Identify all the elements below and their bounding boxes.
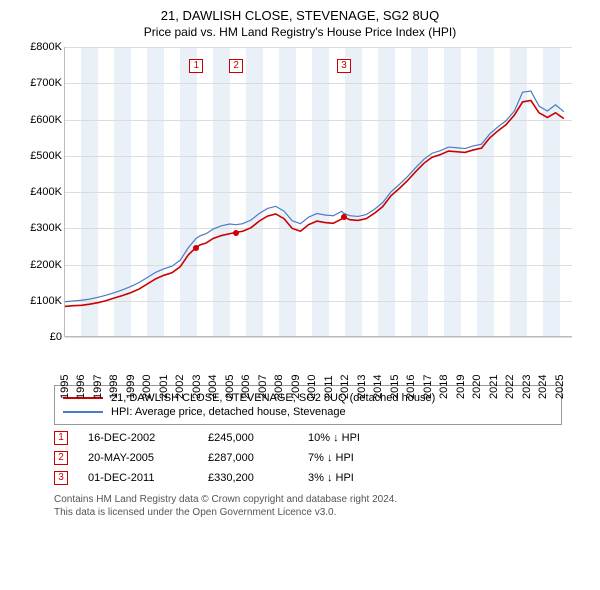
transaction-date: 01-DEC-2011 (88, 472, 188, 484)
page-subtitle: Price paid vs. HM Land Registry's House … (10, 25, 590, 39)
line-series-svg (65, 47, 572, 336)
ytick-label: £800K (20, 41, 62, 53)
transactions-table: 1 16-DEC-2002 £245,000 10% ↓ HPI 2 20-MAY-200… (54, 431, 562, 485)
xtick-label: 2004 (207, 375, 219, 399)
xtick-label: 2003 (191, 375, 203, 399)
ytick-label: £600K (20, 114, 62, 126)
marker-box: 3 (337, 59, 351, 73)
xtick-label: 2013 (356, 375, 368, 399)
xtick-label: 2009 (290, 375, 302, 399)
chart-area: 1 2 3 £0 £100K £200K £300K £400K £500K £600K £700… (20, 47, 580, 377)
legend-label: HPI: Average price, detached house, Stev… (111, 406, 346, 418)
ytick-label: £500K (20, 150, 62, 162)
xtick-label: 1998 (108, 375, 120, 399)
transaction-date: 20-MAY-2005 (88, 452, 188, 464)
xtick-label: 2025 (554, 375, 566, 399)
xtick-label: 2010 (306, 375, 318, 399)
page-title: 21, DAWLISH CLOSE, STEVENAGE, SG2 8UQ (10, 8, 590, 23)
ytick-label: £400K (20, 186, 62, 198)
transaction-diff: 3% ↓ HPI (308, 472, 408, 484)
plot-region: 1 2 3 (64, 47, 572, 337)
xtick-label: 2011 (323, 375, 335, 399)
xtick-label: 2007 (257, 375, 269, 399)
xtick-label: 2008 (273, 375, 285, 399)
xtick-label: 1997 (92, 375, 104, 399)
marker-box: 1 (189, 59, 203, 73)
footer-note: Contains HM Land Registry data © Crown c… (54, 493, 562, 519)
xtick-label: 2024 (537, 375, 549, 399)
marker-dot (193, 245, 199, 251)
marker-dot (233, 230, 239, 236)
xtick-label: 2017 (422, 375, 434, 399)
transaction-marker: 3 (54, 471, 68, 485)
transaction-price: £245,000 (208, 432, 288, 444)
xtick-label: 1999 (125, 375, 137, 399)
xtick-label: 2019 (455, 375, 467, 399)
xtick-label: 2001 (158, 375, 170, 399)
xtick-label: 2022 (504, 375, 516, 399)
footer-line2: This data is licensed under the Open Gov… (54, 506, 562, 519)
ytick-label: £100K (20, 295, 62, 307)
xtick-label: 2016 (405, 375, 417, 399)
transaction-marker: 1 (54, 431, 68, 445)
ytick-label: £300K (20, 222, 62, 234)
xtick-label: 2006 (240, 375, 252, 399)
transaction-row: 3 01-DEC-2011 £330,200 3% ↓ HPI (54, 471, 562, 485)
series-line-property (65, 101, 564, 307)
transaction-price: £287,000 (208, 452, 288, 464)
ytick-label: £700K (20, 77, 62, 89)
transaction-price: £330,200 (208, 472, 288, 484)
xtick-label: 1996 (75, 375, 87, 399)
xtick-label: 2023 (521, 375, 533, 399)
transaction-row: 1 16-DEC-2002 £245,000 10% ↓ HPI (54, 431, 562, 445)
xtick-label: 2005 (224, 375, 236, 399)
transaction-marker: 2 (54, 451, 68, 465)
gridline (65, 337, 572, 338)
transaction-diff: 7% ↓ HPI (308, 452, 408, 464)
xtick-label: 1995 (59, 375, 71, 399)
xtick-label: 2012 (339, 375, 351, 399)
transaction-diff: 10% ↓ HPI (308, 432, 408, 444)
transaction-date: 16-DEC-2002 (88, 432, 188, 444)
marker-box: 2 (229, 59, 243, 73)
series-line-hpi (65, 91, 564, 302)
marker-dot (341, 214, 347, 220)
xtick-label: 2015 (389, 375, 401, 399)
legend-swatch (63, 411, 103, 413)
legend-row: HPI: Average price, detached house, Stev… (63, 406, 553, 418)
transaction-row: 2 20-MAY-2005 £287,000 7% ↓ HPI (54, 451, 562, 465)
xtick-label: 2014 (372, 375, 384, 399)
xtick-label: 2000 (141, 375, 153, 399)
xtick-label: 2002 (174, 375, 186, 399)
ytick-label: £0 (20, 331, 62, 343)
xtick-label: 2020 (471, 375, 483, 399)
chart-container: 21, DAWLISH CLOSE, STEVENAGE, SG2 8UQ Pr… (0, 0, 600, 590)
ytick-label: £200K (20, 259, 62, 271)
footer-line1: Contains HM Land Registry data © Crown c… (54, 493, 562, 506)
xtick-label: 2021 (488, 375, 500, 399)
xtick-label: 2018 (438, 375, 450, 399)
